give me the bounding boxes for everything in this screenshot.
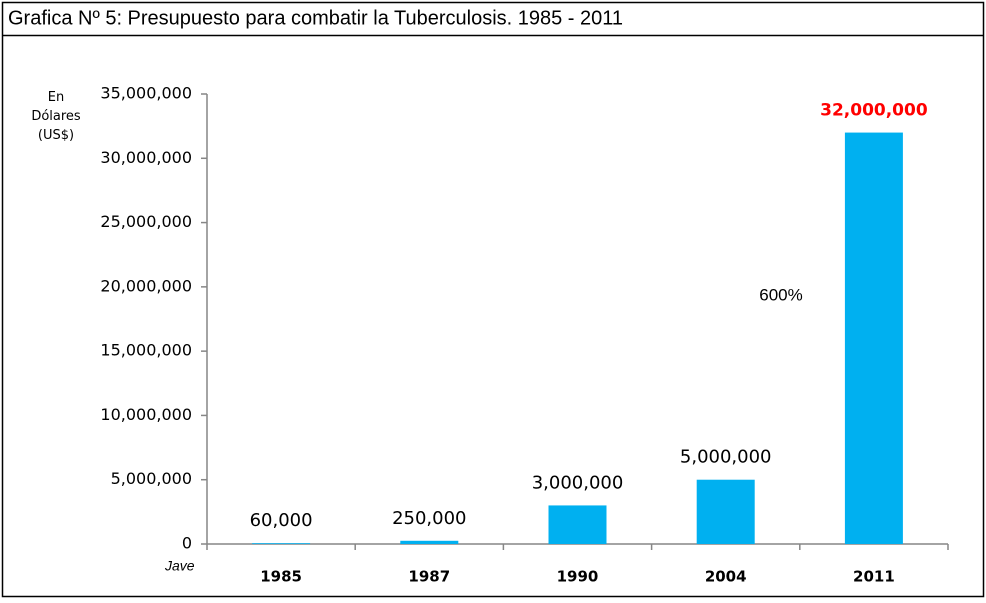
y-tick-label: 0 [182, 534, 192, 553]
y-tick-label: 15,000,000 [100, 341, 192, 360]
note: Jave [164, 558, 195, 574]
y-tick-label: 25,000,000 [100, 212, 192, 231]
x-tick-label: 1990 [557, 568, 599, 586]
x-tick-label: 1985 [260, 568, 302, 586]
y-tick-label: 20,000,000 [100, 276, 192, 295]
y-tick-label: 30,000,000 [100, 148, 192, 167]
x-tick-label: 1987 [408, 568, 450, 586]
value-label: 32,000,000 [820, 101, 928, 121]
value-label: 5,000,000 [680, 447, 772, 468]
bar [400, 540, 459, 544]
bar [548, 505, 607, 544]
chart-title: Grafica Nº 5: Presupuesto para combatir … [8, 7, 623, 29]
x-tick-label: 2004 [705, 568, 747, 586]
value-label: 60,000 [250, 510, 313, 531]
value-label: 3,000,000 [532, 472, 624, 493]
y-axis-label: En Dólares (US$) [31, 90, 81, 143]
y-tick-label: 35,000,000 [100, 84, 192, 103]
x-tick-label: 2011 [853, 568, 895, 586]
y-tick-label: 10,000,000 [100, 405, 192, 424]
y-tick-label: 5,000,000 [111, 469, 192, 488]
bar [844, 132, 903, 545]
bar [696, 479, 755, 544]
annotation: 600% [759, 285, 802, 304]
value-label: 250,000 [392, 508, 466, 529]
bar [252, 543, 311, 544]
